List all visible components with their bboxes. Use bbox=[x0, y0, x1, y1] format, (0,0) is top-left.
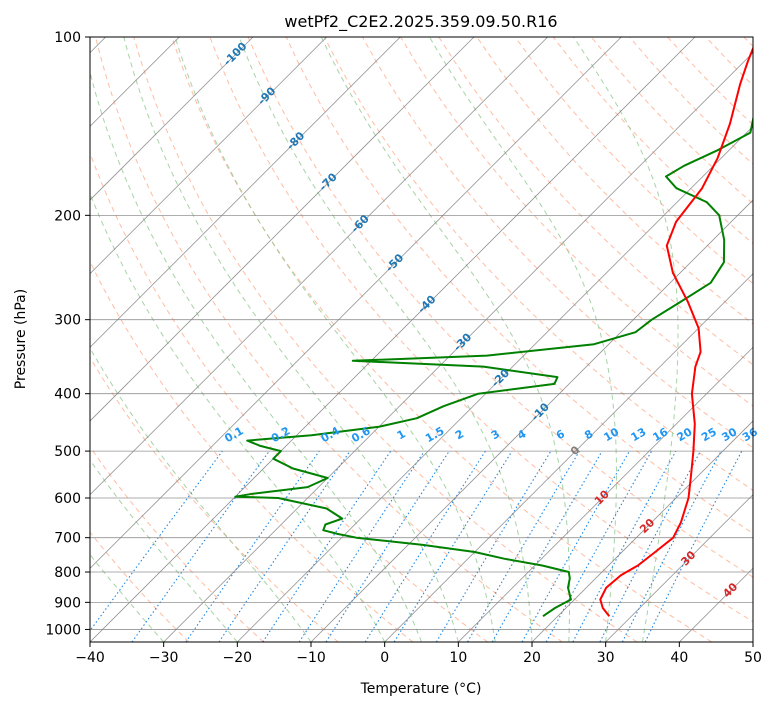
isotherm-line bbox=[163, 52, 753, 642]
y-tick-label: 500 bbox=[54, 444, 81, 460]
sounding-profiles bbox=[234, 45, 753, 618]
x-tick-label: 30 bbox=[597, 650, 615, 666]
dry-adiabat-line bbox=[95, 37, 563, 642]
x-axis-label: Temperature (°C) bbox=[360, 681, 482, 697]
y-tick-label: 600 bbox=[54, 491, 81, 507]
dry-adiabat-line bbox=[90, 531, 190, 642]
isotherm-line bbox=[90, 37, 622, 569]
plot-frame bbox=[89, 36, 754, 643]
dry-adiabat-line bbox=[209, 37, 753, 623]
mixing-ratio-line bbox=[572, 450, 677, 642]
dry-adiabat-line bbox=[171, 37, 712, 642]
dry-adiabat-line bbox=[247, 37, 753, 578]
y-tick-label: 800 bbox=[54, 565, 81, 581]
dry-adiabat-line bbox=[362, 37, 753, 449]
x-tick-label: 40 bbox=[670, 650, 688, 666]
y-tick-label: 100 bbox=[54, 30, 81, 46]
y-tick-label: 1000 bbox=[45, 622, 81, 638]
dewpoint-line bbox=[234, 114, 753, 618]
y-tick-label: 200 bbox=[54, 208, 81, 224]
moist-adiabat-line bbox=[238, 37, 533, 642]
x-tick-label: −10 bbox=[296, 650, 326, 666]
mixing-ratio-line bbox=[298, 450, 425, 642]
isotherm-line bbox=[458, 346, 753, 642]
mixing-ratio-line bbox=[644, 450, 743, 642]
x-tick-label: 20 bbox=[523, 650, 541, 666]
moist-adiabat-line bbox=[573, 37, 679, 642]
x-tick-label: −30 bbox=[149, 650, 179, 666]
moist-adiabat-line bbox=[90, 459, 238, 642]
axes: −40 −30 −20 −10 0 10 20 30 40 50 100 200 300 400 500 60… bbox=[45, 30, 762, 666]
moist-adiabat-line bbox=[90, 553, 165, 642]
mixing-ratio-line bbox=[545, 450, 653, 642]
moist-adiabat-line bbox=[123, 37, 459, 642]
chart-title: wetPf2_C2E2.2025.359.09.50.R16 bbox=[284, 12, 557, 32]
isobars-and-isotherms bbox=[90, 37, 753, 642]
dry-adiabat-line bbox=[514, 37, 753, 285]
x-tick-label: 10 bbox=[449, 650, 467, 666]
y-tick-label: 900 bbox=[54, 595, 81, 611]
isotherm-line bbox=[384, 273, 753, 642]
dry-adiabat-line bbox=[90, 445, 264, 642]
mixing-ratio-line bbox=[393, 450, 513, 642]
isotherm-line bbox=[90, 37, 401, 348]
dry-adiabat-line bbox=[400, 37, 753, 407]
mixing-ratio-line bbox=[131, 450, 270, 642]
moist-adiabat-line bbox=[90, 192, 386, 642]
dry-adiabat-line bbox=[90, 356, 339, 642]
isotherm-line bbox=[605, 494, 753, 642]
mixing-ratio-line bbox=[521, 450, 630, 642]
moist-adiabat-line bbox=[174, 37, 496, 642]
y-tick-label: 400 bbox=[54, 387, 81, 403]
temperature-line bbox=[599, 45, 753, 617]
moist-adiabat-line bbox=[90, 70, 422, 642]
isotherm-line bbox=[90, 37, 696, 642]
moist-adiabat-line bbox=[90, 347, 312, 642]
isotherm-line bbox=[531, 420, 753, 642]
mixing-ratio-line bbox=[185, 450, 320, 642]
moist-adiabat-line bbox=[429, 37, 617, 642]
x-tick-label: 50 bbox=[744, 650, 762, 666]
x-tick-label: −20 bbox=[223, 650, 253, 666]
y-tick-label: 300 bbox=[54, 313, 81, 329]
x-tick-label: 0 bbox=[380, 650, 389, 666]
isotherm-line bbox=[90, 37, 254, 201]
mixing-ratio-line bbox=[325, 450, 450, 642]
moist-adiabat-line bbox=[320, 37, 571, 642]
mixing-ratio-lines bbox=[90, 450, 743, 642]
isotherm-line bbox=[90, 37, 548, 496]
dry-adiabat-line bbox=[133, 37, 638, 642]
x-tick-label: −40 bbox=[75, 650, 105, 666]
isotherm-line bbox=[90, 37, 327, 275]
mixing-ratio-line bbox=[262, 450, 392, 642]
mixing-ratio-line bbox=[90, 450, 223, 632]
y-axis-label: Pressure (hPa) bbox=[13, 289, 29, 389]
isotherm-line bbox=[90, 37, 475, 422]
y-tick-label: 700 bbox=[54, 531, 81, 547]
moist-adiabats bbox=[90, 37, 679, 642]
mixing-ratio-line bbox=[218, 450, 351, 642]
